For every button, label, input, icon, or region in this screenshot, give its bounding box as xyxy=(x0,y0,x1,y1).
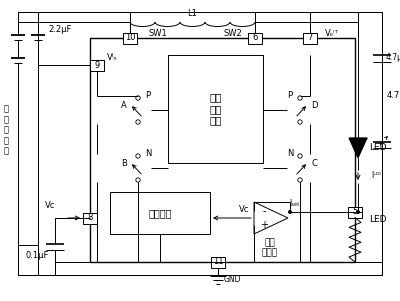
Text: 锂
离
子
电
池: 锂 离 子 电 池 xyxy=(4,105,8,155)
Text: Vᴄ: Vᴄ xyxy=(239,206,249,215)
Text: A: A xyxy=(121,101,127,110)
Text: GND: GND xyxy=(223,275,241,284)
Bar xyxy=(90,60,104,70)
Bar xyxy=(90,38,355,262)
Text: Iᴸᴵᴰ: Iᴸᴵᴰ xyxy=(371,172,381,181)
Text: P: P xyxy=(146,92,150,101)
Text: 误差
放大器: 误差 放大器 xyxy=(262,238,278,258)
Bar xyxy=(348,206,362,218)
Text: -: - xyxy=(262,206,266,216)
Text: 0.1μF: 0.1μF xyxy=(25,250,49,259)
Text: D: D xyxy=(311,101,317,110)
Text: LED: LED xyxy=(369,216,387,225)
Text: C: C xyxy=(311,159,317,167)
Text: 11: 11 xyxy=(213,257,223,266)
Bar xyxy=(248,33,262,44)
Text: SW1: SW1 xyxy=(149,29,167,38)
Text: 4.7μF: 4.7μF xyxy=(386,91,400,100)
Text: SW2: SW2 xyxy=(224,29,242,38)
Text: 6: 6 xyxy=(252,33,258,42)
Circle shape xyxy=(288,210,292,214)
Text: 8: 8 xyxy=(87,213,93,222)
Bar xyxy=(168,55,263,163)
Text: +: + xyxy=(260,220,268,230)
Text: Vᴵₙ: Vᴵₙ xyxy=(107,52,117,61)
Text: 10: 10 xyxy=(125,33,135,42)
Bar xyxy=(211,256,225,268)
Text: N: N xyxy=(145,150,151,159)
Text: 控制电路: 控制电路 xyxy=(148,208,172,218)
Text: P: P xyxy=(288,92,292,101)
Circle shape xyxy=(356,210,360,214)
Bar xyxy=(110,192,210,234)
Text: Vₒᴵᵀ: Vₒᴵᵀ xyxy=(325,29,339,38)
Text: N: N xyxy=(287,150,293,159)
Bar xyxy=(83,213,97,224)
Text: 栅极
驱动
电容: 栅极 驱动 电容 xyxy=(209,92,222,126)
Text: 7: 7 xyxy=(307,33,313,42)
Text: 2.2μF: 2.2μF xyxy=(48,26,72,35)
Text: 5: 5 xyxy=(352,207,358,216)
Text: 9: 9 xyxy=(94,61,100,70)
Text: LED: LED xyxy=(369,144,387,153)
Text: B: B xyxy=(121,159,127,167)
Bar xyxy=(123,33,137,44)
Bar xyxy=(303,33,317,44)
Text: 4.7μF: 4.7μF xyxy=(385,54,400,63)
Text: Iₛₑₜ: Iₛₑₜ xyxy=(290,200,300,209)
Text: L1: L1 xyxy=(188,10,198,18)
Text: Vᴄ: Vᴄ xyxy=(45,201,55,210)
Polygon shape xyxy=(349,138,367,158)
